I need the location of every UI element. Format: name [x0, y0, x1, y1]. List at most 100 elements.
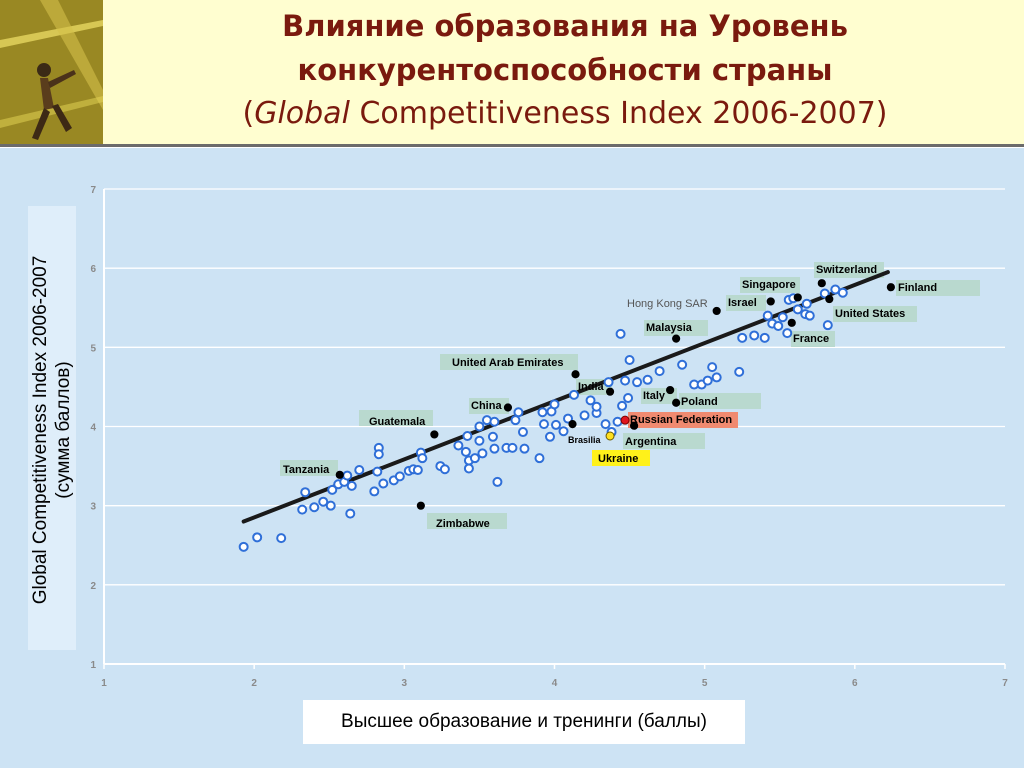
y-tick-label: 1 — [90, 660, 96, 671]
data-point — [439, 464, 450, 475]
highlighted-point — [672, 334, 681, 343]
country-label: Hong Kong SAR — [627, 298, 708, 310]
highlighted-point — [571, 370, 580, 379]
data-point — [624, 355, 635, 365]
data-point — [469, 453, 480, 464]
country-label: Singapore — [742, 279, 796, 291]
data-point — [492, 476, 503, 487]
data-point — [759, 332, 770, 343]
data-point — [558, 426, 569, 437]
y-axis-label-line-2: (сумма баллов) — [53, 361, 74, 499]
data-point — [792, 304, 803, 315]
y-tick-label: 6 — [90, 264, 96, 275]
data-point — [474, 435, 485, 446]
x-tick-label: 4 — [552, 678, 558, 689]
country-label: United States — [835, 308, 905, 320]
data-point — [544, 431, 555, 442]
country-label: Switzerland — [816, 264, 877, 276]
highlighted-point — [766, 297, 775, 306]
data-point — [822, 320, 833, 331]
y-tick-label: 5 — [90, 343, 96, 354]
data-point — [372, 466, 383, 477]
country-label-tag — [440, 354, 578, 370]
x-tick-label: 5 — [702, 678, 708, 689]
data-point — [711, 372, 722, 383]
country-label: United Arab Emirates — [452, 357, 563, 369]
country-label: Finland — [898, 282, 937, 294]
data-point — [837, 287, 848, 298]
data-point — [623, 393, 634, 403]
country-label-tag — [592, 450, 650, 466]
country-label-tag — [469, 398, 509, 414]
country-label-tag — [726, 295, 766, 311]
data-point — [325, 500, 336, 511]
country-label-tag — [679, 393, 761, 409]
data-point — [707, 362, 718, 373]
data-point — [782, 328, 793, 339]
highlighted-point — [629, 421, 639, 430]
data-point — [507, 442, 518, 453]
country-label-tag — [740, 277, 800, 293]
x-tick-label: 1 — [101, 678, 107, 689]
title-line-1: Влияние образования на Уровень — [282, 9, 848, 43]
data-point — [549, 399, 560, 410]
data-point — [487, 431, 498, 442]
country-label-tag — [896, 280, 980, 296]
data-point — [777, 312, 788, 323]
country-label-tag — [814, 262, 884, 278]
country-label-tag — [791, 331, 835, 347]
data-point — [510, 415, 521, 426]
x-tick-label: 3 — [402, 678, 408, 689]
country-label-tag — [623, 433, 705, 449]
data-point — [460, 446, 471, 457]
data-point — [342, 470, 353, 481]
data-point — [309, 502, 320, 513]
title-paren: ( — [242, 96, 255, 131]
data-point — [569, 389, 580, 400]
y-tick-label: 2 — [90, 581, 96, 592]
data-point — [762, 310, 773, 321]
highlighted-point — [666, 385, 675, 395]
y-axis-label-line-1: Global Competitiveness Index 2006-2007 — [30, 255, 51, 605]
country-label-tag — [644, 320, 708, 336]
highlighted-point — [503, 403, 513, 412]
data-point — [474, 421, 485, 432]
highlighted-point — [605, 387, 615, 396]
country-label: Malaysia — [646, 322, 693, 334]
data-point — [551, 419, 562, 430]
data-point — [318, 496, 329, 507]
y-tick-label: 4 — [90, 423, 96, 434]
highlighted-point — [712, 306, 721, 316]
data-point — [654, 366, 665, 377]
data-point — [538, 419, 549, 430]
country-label-tag — [280, 460, 338, 476]
header-divider — [0, 144, 1024, 147]
data-point — [489, 416, 500, 427]
x-axis-label-box — [303, 700, 745, 744]
data-point — [612, 416, 623, 427]
data-point — [463, 463, 474, 474]
data-point — [369, 486, 380, 497]
data-point — [327, 484, 338, 495]
data-point — [585, 395, 596, 406]
data-point — [620, 375, 631, 386]
data-point — [513, 407, 524, 418]
data-point — [819, 288, 830, 299]
header-banner — [0, 0, 1024, 146]
data-point — [453, 440, 464, 451]
data-point — [378, 478, 389, 489]
highlighted-point — [886, 283, 895, 292]
data-point — [600, 419, 611, 430]
country-label-tag — [359, 410, 433, 426]
country-label: Poland — [681, 396, 718, 408]
highlighted-point — [817, 279, 826, 288]
data-point — [300, 487, 311, 498]
data-point — [617, 400, 628, 411]
data-point — [773, 320, 784, 331]
country-label: Guatemala — [369, 416, 426, 428]
data-point — [537, 407, 548, 418]
data-point — [734, 366, 745, 377]
data-point — [345, 508, 356, 519]
y-tick-label: 7 — [90, 185, 96, 196]
